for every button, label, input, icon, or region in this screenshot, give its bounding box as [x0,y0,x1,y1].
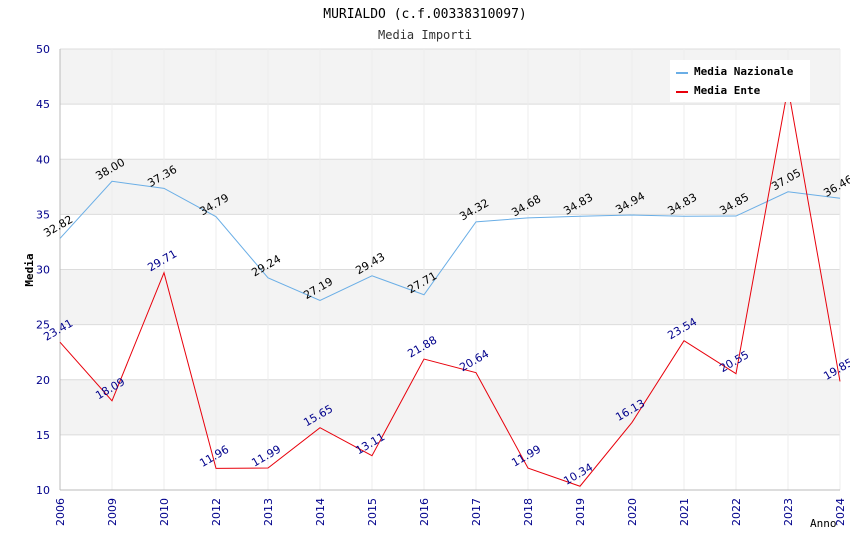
y-tick-labels: 10 15 20 25 30 35 40 45 50 [36,43,50,497]
x-tick-label: 2020 [626,498,639,526]
y-tick-label: 35 [36,208,50,221]
grid-band [60,269,840,325]
x-tick-labels: 2006 2009 2010 2012 2013 2014 2015 2016 2017 2018… [54,498,847,526]
x-tick-label: 2012 [210,498,223,526]
x-tick-label: 2014 [314,498,327,526]
y-tick-label: 50 [36,43,50,56]
y-tick-label: 40 [36,153,50,166]
legend-label-ente: Media Ente [694,84,761,97]
chart-subtitle: Media Importi [378,28,472,42]
chart-title: MURIALDO (c.f.00338310097) [323,7,527,22]
series-lines [59,87,841,487]
x-tick-label: 2024 [834,498,847,526]
x-tick-label: 2017 [470,498,483,526]
x-tick-label: 2016 [418,498,431,526]
grid-band [60,159,840,215]
x-tick-label: 2019 [574,498,587,526]
y-tick-label: 25 [36,319,50,332]
x-tick-label: 2021 [678,498,691,526]
legend-label-nazionale: Media Nazionale [694,65,794,78]
x-tick-label: 2023 [782,498,795,526]
x-tick-label: 2010 [158,498,171,526]
y-tick-label: 15 [36,429,50,442]
y-tick-label: 30 [36,264,50,277]
y-tick-label: 45 [36,98,50,111]
x-tick-label: 2022 [730,498,743,526]
grid-band [60,434,840,490]
y-tick-label: 20 [36,374,50,387]
x-tick-label: 2006 [54,498,67,526]
grid-band [60,214,840,270]
legend: Media Nazionale Media Ente [670,60,810,102]
x-tick-label: 2013 [262,498,275,526]
x-tick-label: 2009 [106,498,119,526]
x-tick-label: 2015 [366,498,379,526]
series-line-ente [59,87,841,487]
grid-band [60,379,840,435]
series-line-nazionale [59,180,841,302]
grid-band [60,104,840,160]
y-tick-label: 10 [36,484,50,497]
y-axis-label: Media [23,253,36,286]
x-tick-label: 2018 [522,498,535,526]
x-axis-label: Anno [810,517,837,530]
grid-bands [60,49,840,490]
legend-box [670,60,810,102]
